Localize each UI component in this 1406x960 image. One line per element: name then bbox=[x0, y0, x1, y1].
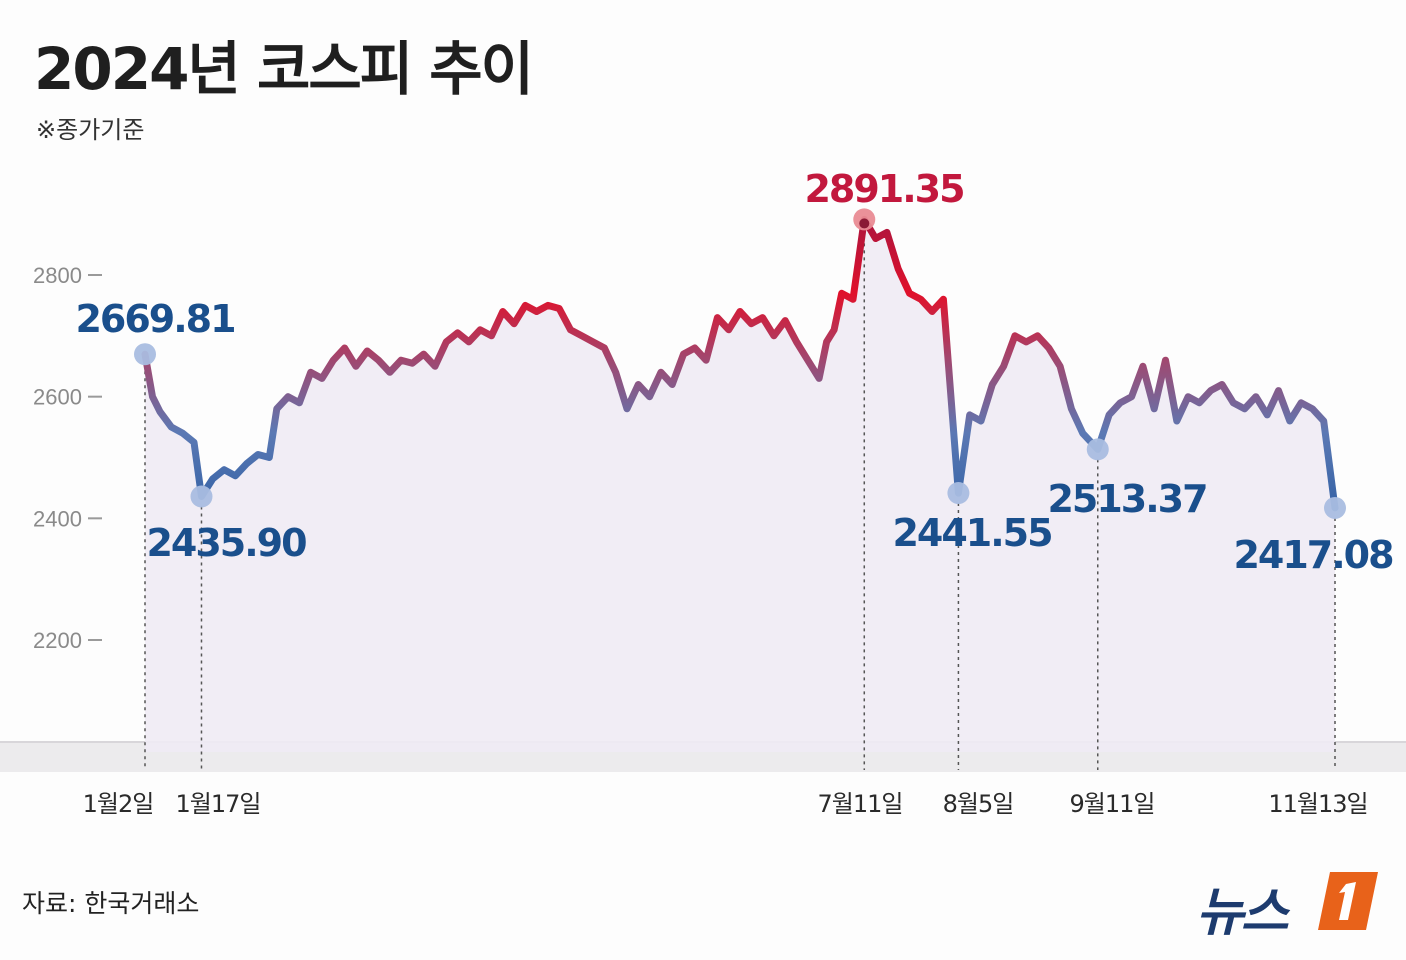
series-line bbox=[141, 215, 1339, 512]
point-marker bbox=[134, 343, 156, 366]
y-axis: 2800 2600 2400 2200 bbox=[33, 263, 102, 653]
value-label: 2513.37 bbox=[1047, 477, 1206, 521]
date-label: 11월13일 bbox=[1268, 790, 1367, 818]
value-label: 2669.81 bbox=[75, 297, 234, 341]
x-axis-date-labels: 1월2일 1월17일 7월11일 8월5일 9월11일 11월13일 bbox=[83, 790, 1369, 818]
point-marker bbox=[190, 485, 213, 508]
annotation-guides bbox=[144, 229, 1336, 770]
value-label: 2417.08 bbox=[1233, 533, 1393, 577]
point-marker-core bbox=[859, 218, 870, 229]
news1-logo: 뉴스 bbox=[1196, 868, 1396, 943]
point-marker bbox=[1086, 438, 1109, 461]
annotation-markers bbox=[134, 208, 1346, 519]
date-label: 9월11일 bbox=[1070, 790, 1155, 818]
y-tick-label: 2200 bbox=[33, 628, 82, 653]
logo-text: 뉴스 bbox=[1196, 883, 1289, 943]
value-label: 2441.55 bbox=[892, 511, 1051, 555]
source-note: 자료: 한국거래소 bbox=[22, 889, 200, 918]
date-label: 1월17일 bbox=[176, 790, 261, 818]
value-label: 2891.35 bbox=[804, 167, 963, 211]
point-marker bbox=[947, 482, 970, 505]
date-label: 7월11일 bbox=[818, 790, 903, 818]
chart-subtitle: ※종가기준 bbox=[36, 116, 145, 144]
logo-badge-icon bbox=[1318, 872, 1378, 930]
y-tick-label: 2600 bbox=[33, 385, 82, 410]
kospi-line bbox=[141, 215, 1339, 512]
value-label: 2435.90 bbox=[146, 521, 306, 565]
chart-title: 2024년 코스피 추이 bbox=[34, 35, 534, 103]
point-marker bbox=[1324, 496, 1346, 519]
date-label: 1월2일 bbox=[83, 790, 154, 818]
date-label: 8월5일 bbox=[943, 790, 1014, 818]
y-tick-label: 2800 bbox=[33, 263, 82, 288]
y-tick-label: 2400 bbox=[33, 506, 82, 531]
